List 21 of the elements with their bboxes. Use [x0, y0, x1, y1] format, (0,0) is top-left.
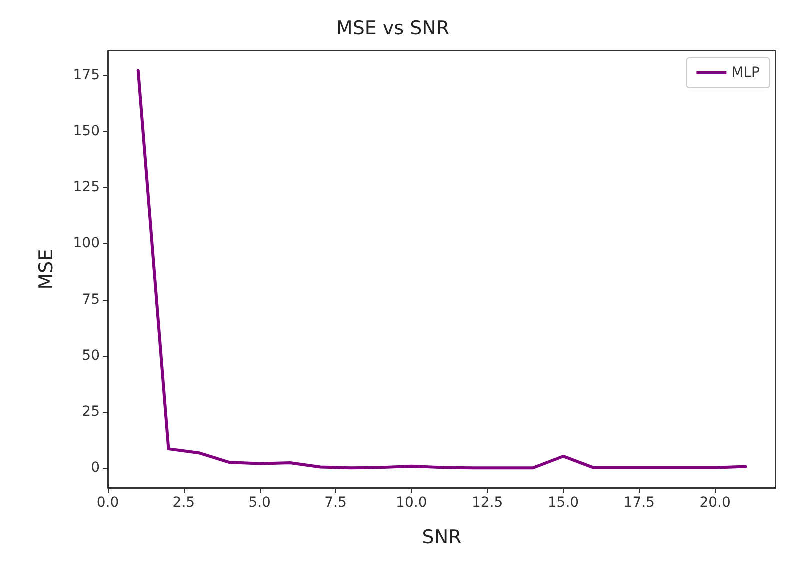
- y-axis-title: MSE: [36, 249, 58, 290]
- x-tick-label: 7.5: [324, 495, 347, 511]
- y-tick-label: 150: [73, 123, 100, 140]
- y-tick-label: 0: [91, 460, 100, 476]
- chart-title: MSE vs SNR: [336, 18, 450, 40]
- y-tick-label: 75: [82, 292, 100, 308]
- x-tick-label: 15.0: [548, 495, 580, 511]
- x-tick-label: 10.0: [396, 495, 428, 511]
- y-tick-label: 100: [73, 236, 100, 252]
- y-tick-label: 25: [82, 404, 100, 420]
- y-tick-label: 50: [82, 348, 100, 364]
- x-tick-label: 12.5: [472, 495, 504, 511]
- legend-label: MLP: [732, 65, 760, 81]
- x-tick-label: 2.5: [172, 495, 196, 511]
- x-tick-label: 20.0: [700, 495, 731, 511]
- x-tick-label: 5.0: [248, 495, 271, 511]
- x-tick-label: 17.5: [624, 495, 655, 511]
- y-tick-label: 125: [73, 180, 100, 196]
- x-axis-title: SNR: [422, 526, 462, 548]
- y-tick-label: 175: [73, 67, 100, 84]
- x-tick-label: 0.0: [96, 495, 120, 511]
